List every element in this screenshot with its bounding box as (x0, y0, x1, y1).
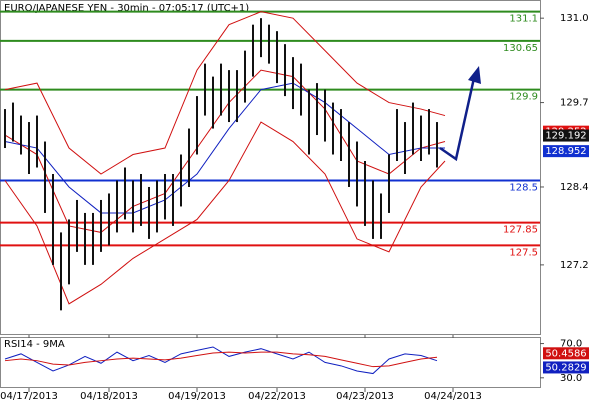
price-tag-label: 128.952 (545, 146, 586, 157)
level-label: 131.1 (509, 14, 538, 25)
x-tick-label: 04/18/2013 (80, 391, 138, 400)
band-line (4, 11, 446, 175)
rsi-title: RSI14 - 9MA (4, 339, 65, 350)
rsi-tag-label: 50.2829 (545, 362, 586, 373)
y-tick-label: 131.0 (560, 13, 589, 24)
band-line (4, 82, 445, 214)
level-label: 128.5 (509, 182, 538, 193)
x-tick-label: 04/24/2013 (424, 391, 482, 400)
rsi-tag-label: 50.4586 (545, 348, 586, 359)
price-tag-label: 129.192 (545, 131, 586, 142)
price-tag-box (543, 129, 589, 142)
y-tick-label: 30.0 (560, 373, 582, 384)
rsi-tag-box (543, 361, 589, 374)
chart-title: EURO/JAPANESE YEN - 30min - 07:05:17 (UT… (4, 3, 249, 14)
rsi-tag-box (543, 347, 589, 360)
x-tick-label: 04/17/2013 (0, 391, 58, 400)
y-tick-label: 128.4 (560, 182, 589, 193)
arrow-head (468, 66, 481, 84)
level-label: 129.9 (509, 92, 538, 103)
x-tick-label: 04/19/2013 (168, 391, 226, 400)
rsi-line (4, 346, 438, 375)
forecast-arrow (439, 77, 476, 162)
level-label: 127.5 (509, 247, 538, 258)
y-tick-label: 127.2 (560, 260, 589, 271)
y-tick-label: 129.7 (560, 98, 589, 109)
y-tick-label: 70.0 (560, 339, 582, 350)
level-label: 130.65 (503, 43, 538, 54)
band-line (4, 121, 446, 305)
x-tick-label: 04/23/2013 (336, 391, 394, 400)
rsi-panel (0, 337, 541, 388)
x-tick-label: 04/22/2013 (248, 391, 306, 400)
level-label: 127.85 (503, 225, 538, 236)
price-panel (0, 0, 541, 335)
price-tag-box (543, 145, 589, 158)
rsi-line (4, 351, 438, 368)
